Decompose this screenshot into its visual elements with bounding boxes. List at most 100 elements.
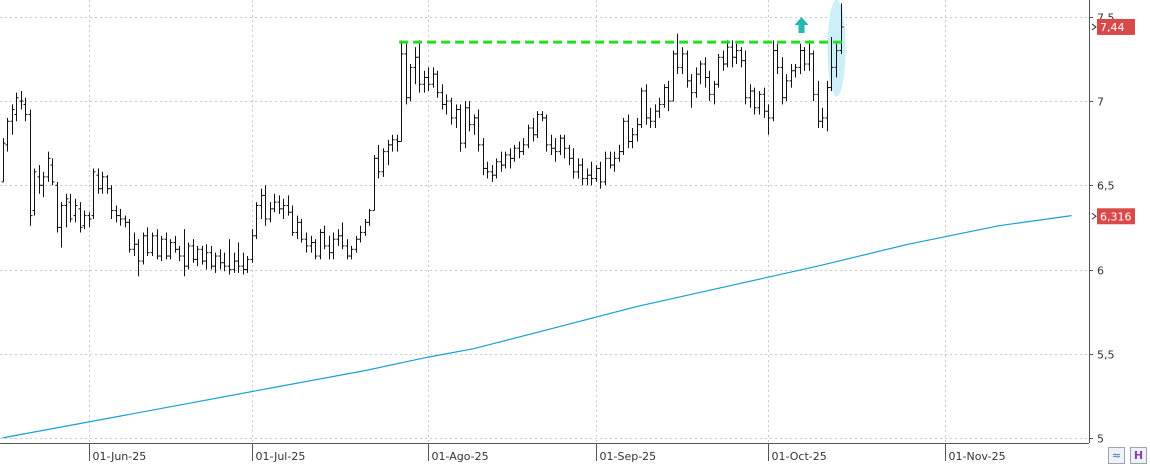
- ohlc-bar: [277, 195, 282, 214]
- ohlc-bar: [1, 138, 6, 183]
- ohlc-bar: [784, 74, 789, 102]
- ohlc-bar: [413, 47, 418, 85]
- ohlc-bar: [177, 245, 182, 262]
- x-tick-label: 01-Jul-25: [256, 450, 306, 463]
- grid-lines: [0, 0, 1089, 443]
- ohlc-bar: [200, 245, 205, 265]
- ohlc-bar: [594, 165, 599, 182]
- ohlc-bar: [395, 134, 400, 152]
- ohlc-bar: [141, 232, 146, 265]
- ohlc-bar: [839, 3, 844, 54]
- ohlc-bar: [78, 202, 83, 233]
- ohlc-bar: [268, 202, 273, 223]
- ohlc-bar: [603, 151, 608, 186]
- ohlc-bar: [14, 92, 19, 122]
- ohlc-bar: [118, 208, 123, 226]
- ohlc-bar: [644, 84, 649, 125]
- ohlc-bar: [512, 144, 517, 162]
- ohlc-bar: [290, 205, 295, 236]
- ohlc-bar: [694, 67, 699, 98]
- ohlc-bar: [322, 225, 327, 250]
- ohlc-bar: [28, 109, 33, 226]
- ohlc-bar: [376, 144, 381, 179]
- ohlc-bar: [635, 117, 640, 142]
- y-tick-label: 5,5: [1097, 349, 1115, 362]
- ohlc-bar: [100, 171, 105, 194]
- ohlc-bar: [367, 208, 372, 226]
- x-tick-label: 01-Oct-25: [772, 450, 827, 463]
- ohlc-bar: [386, 139, 391, 166]
- ma-value-label-bg: [1097, 208, 1135, 225]
- ohlc-bar: [127, 218, 132, 253]
- ohlc-bar: [349, 245, 354, 260]
- ohlc-bar: [426, 67, 431, 91]
- ohlc-bar: [680, 47, 685, 75]
- ohlc-bar: [168, 239, 173, 260]
- ohlc-bar: [404, 43, 409, 105]
- ohlc-bar: [789, 64, 794, 88]
- y-tick-label: 6: [1097, 265, 1104, 278]
- ohlc-bar: [19, 90, 24, 110]
- ohlc-bar: [816, 80, 821, 129]
- ohlc-bar: [245, 256, 250, 273]
- ohlc-bar: [454, 104, 459, 129]
- ohlc-bar: [345, 239, 350, 260]
- ohlc-bar: [105, 175, 110, 194]
- ohlc-bar: [204, 244, 209, 270]
- x-tick-label: 01-Jun-25: [93, 450, 147, 463]
- ohlc-bar: [32, 168, 37, 216]
- ohlc-bar: [476, 109, 481, 152]
- ohlc-bar: [422, 70, 427, 93]
- ohlc-bar: [666, 80, 671, 112]
- ohlc-bar: [712, 80, 717, 105]
- ohlc-bar: [173, 235, 178, 253]
- ohlc-bar: [250, 229, 255, 263]
- ohlc-bar: [399, 40, 404, 142]
- ohlc-bar: [444, 94, 449, 115]
- ohlc-bar: [458, 104, 463, 152]
- y-tick-label: 6,5: [1097, 180, 1115, 193]
- ohlc-bar: [150, 232, 155, 257]
- ohlc-bar: [213, 252, 218, 273]
- ohlc-bar: [662, 84, 667, 108]
- h-icon[interactable]: H: [1130, 447, 1147, 464]
- x-tick-label: 01-Sep-25: [600, 450, 657, 463]
- ohlc-bar: [381, 148, 386, 177]
- y-tick-label: 7: [1097, 96, 1104, 109]
- ohlc-bar: [299, 218, 304, 243]
- ohlc-bar: [10, 104, 15, 135]
- ohlc-bar: [109, 185, 114, 219]
- ohlc-bar: [123, 215, 128, 228]
- ohlc-bar: [802, 47, 807, 71]
- ohlc-bar: [73, 198, 78, 223]
- ohlc-bar: [241, 252, 246, 275]
- ohlc-bar: [218, 249, 223, 270]
- ohlc-bar: [23, 97, 28, 122]
- last-price-label-text: 7,44: [1100, 21, 1125, 34]
- ohlc-bar: [132, 232, 137, 257]
- ohlc-bar: [775, 43, 780, 75]
- ohlc-bar: [598, 161, 603, 189]
- ohlc-bar: [798, 43, 803, 75]
- ohlc-bar: [463, 101, 468, 149]
- ohlc-bar: [752, 87, 757, 115]
- ohlc-bar: [354, 235, 359, 253]
- ohlc-bar: [703, 57, 708, 88]
- ohlc-bar: [227, 239, 232, 275]
- ohlc-bar: [136, 239, 141, 277]
- ohlc-bar: [327, 235, 332, 260]
- wave-icon[interactable]: ≈: [1108, 447, 1125, 464]
- ohlc-bar: [626, 114, 631, 149]
- x-tick-label: 01-Nov-25: [949, 450, 1006, 463]
- ohlc-bar: [707, 70, 712, 102]
- ohlc-bar: [164, 232, 169, 260]
- ohlc-bar: [721, 50, 726, 71]
- ohlc-bar: [114, 205, 119, 223]
- ohlc-bar: [685, 50, 690, 88]
- ohlc-bar: [236, 242, 241, 273]
- ohlc-bar: [771, 40, 776, 122]
- ohlc-bar: [222, 252, 227, 272]
- ohlc-bar: [59, 202, 64, 248]
- ohlc-bar: [612, 151, 617, 172]
